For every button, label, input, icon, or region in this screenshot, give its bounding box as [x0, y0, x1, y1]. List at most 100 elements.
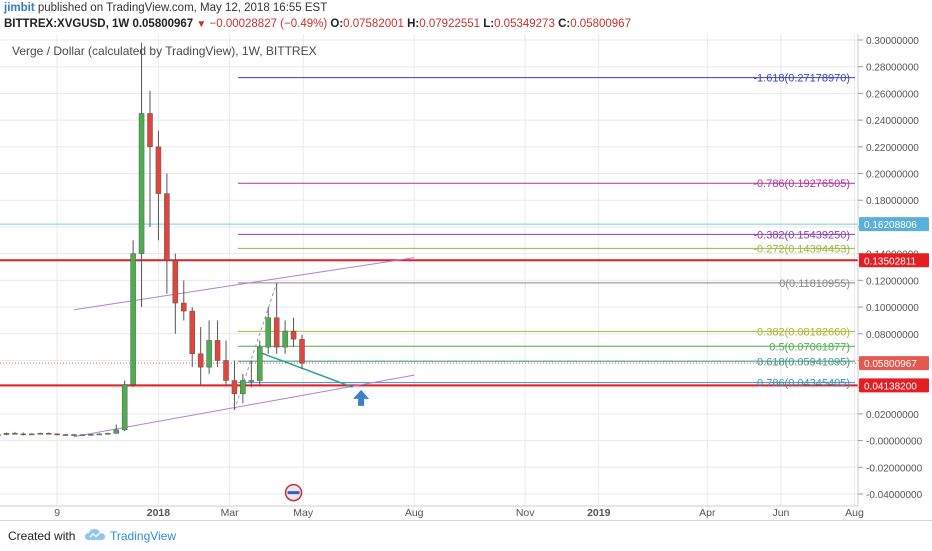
y-tick-label: 0.22000000	[866, 143, 919, 154]
candle-body	[71, 434, 77, 436]
low-value: 0.05349273	[494, 18, 555, 30]
fib-level-label: 0.618(0.05941095)	[757, 356, 850, 368]
price-label-bg	[859, 356, 929, 371]
chart-pane[interactable]	[0, 34, 858, 520]
price-label-text: 0.16208806	[864, 220, 917, 231]
candle-body	[265, 317, 271, 348]
price-label-bg	[859, 253, 929, 268]
candle-body	[79, 434, 86, 436]
tradingview-brand[interactable]: TradingView	[110, 529, 177, 543]
tradingview-cloud-icon	[85, 529, 105, 540]
y-tick-label: 0.28000000	[866, 63, 919, 74]
chart-title: Verge / Dollar (calculated by TradingVie…	[12, 44, 317, 58]
fib-level-label: 0.5(0.07061877)	[769, 341, 850, 353]
candle-body	[147, 113, 153, 148]
price-axis-labels: 0.16208806 0.13502811 0.04138200 0.05800967	[859, 217, 929, 393]
annotations	[284, 389, 370, 502]
x-tick-label: 2019	[587, 507, 611, 519]
price-label-bg	[859, 378, 929, 393]
candle-body	[138, 113, 145, 254]
candle-body	[88, 434, 94, 436]
price-chart[interactable]: -1.618(0.27178970) -0.786(0.19276505) -0.3…	[0, 34, 932, 520]
x-tick-label: Apr	[699, 507, 716, 519]
price-label-bg	[859, 217, 929, 232]
candle-body	[172, 260, 179, 304]
channel-lower-line	[73, 374, 415, 438]
x-tick-label: Jun	[772, 507, 789, 519]
open-value: 0.07582001	[343, 18, 404, 30]
y-tick-label: 0.12000000	[866, 276, 919, 287]
footer: Created with TradingView	[0, 520, 932, 551]
candle-body	[54, 433, 60, 436]
horizontal-levels	[0, 223, 858, 387]
candle-body	[164, 193, 170, 261]
candle-body	[231, 380, 238, 395]
x-tick-label: 9	[54, 507, 60, 519]
candle-body	[290, 330, 297, 340]
y-tick-label: 0.24000000	[866, 116, 919, 127]
x-tick-label: Nov	[516, 507, 535, 519]
high-label: H:	[407, 18, 420, 30]
candle-body	[197, 353, 204, 368]
candle-body	[223, 360, 229, 381]
symbol-line: BITTREX:XVGUSD, 1W 0.05800967 ▼ −0.00028…	[4, 18, 631, 30]
down-arrow-icon: ▼	[196, 19, 207, 30]
symbol-name: BITTREX:XVGUSD, 1W	[4, 18, 130, 30]
candle-body	[96, 433, 103, 436]
chart-header: jimbit published on TradingView.com, May…	[0, 0, 932, 34]
author-link[interactable]: jimbit	[4, 2, 35, 14]
candle-body	[45, 432, 52, 435]
created-with-label: Created with	[8, 529, 76, 543]
y-tick-label: -0.02000000	[866, 463, 923, 474]
x-tick-label: Aug	[845, 507, 864, 519]
x-tick-label: Mar	[221, 507, 240, 519]
candle-body	[113, 429, 119, 434]
candle-body	[62, 434, 69, 436]
x-tick-label: May	[293, 507, 314, 519]
y-tick-label: 0.02000000	[866, 410, 919, 421]
candle-body	[282, 330, 288, 348]
candle-body	[206, 340, 212, 368]
fib-level-label: -0.382(0.15439250)	[753, 229, 850, 241]
fib-trend-dashed	[233, 282, 278, 411]
fibonacci-extension: -1.618(0.27178970) -0.786(0.19276505) -0.3…	[238, 73, 855, 390]
fib-level-label: -0.786(0.19276505)	[753, 178, 850, 190]
fib-level-label: -1.618(0.27178970)	[753, 73, 850, 85]
candle-body	[37, 432, 43, 435]
close-value: 0.05800967	[570, 18, 631, 30]
high-value: 0.07922551	[419, 18, 481, 30]
low-label: L:	[483, 18, 495, 30]
price-label-text: 0.04138200	[864, 381, 917, 392]
price-change: −0.00028827 (−0.49%)	[209, 18, 328, 30]
trend-line	[259, 351, 353, 388]
fib-level-label: 0.382(0.08182660)	[757, 326, 850, 338]
candle-body	[155, 146, 162, 194]
fib-level-label: -0.272(0.14394453)	[753, 243, 850, 255]
price-axis-ticks: 0.30000000 0.28000000 0.26000000 0.24000000…	[858, 36, 923, 501]
x-tick-label: 2018	[147, 507, 171, 519]
fib-level-label: 0.786(0.04345405)	[757, 378, 850, 390]
candle-body	[248, 380, 255, 382]
candle-body	[3, 432, 10, 435]
y-tick-label: -0.04000000	[866, 490, 923, 501]
price-axis[interactable]	[858, 34, 932, 520]
candle-body	[214, 340, 221, 361]
candlesticks	[0, 42, 305, 436]
up-arrow-icon	[353, 389, 370, 406]
last-price: 0.05800967	[132, 18, 194, 30]
candle-body	[12, 432, 18, 435]
y-tick-label: 0.08000000	[866, 330, 919, 341]
candle-body	[189, 310, 195, 355]
published-line: jimbit published on TradingView.com, May…	[4, 2, 327, 14]
y-tick-label: 0.10000000	[866, 303, 919, 314]
candle-body	[29, 433, 35, 436]
candle-body	[121, 384, 128, 431]
candle-body	[181, 302, 187, 312]
candle-body	[257, 346, 263, 381]
time-axis: 9 2018 Mar May Aug Nov 2019 Apr Jun Aug	[54, 507, 864, 519]
candle-body	[273, 317, 280, 348]
price-label-text: 0.13502811	[864, 256, 917, 267]
candle-body	[299, 339, 305, 364]
y-tick-label: 0.20000000	[866, 170, 919, 181]
candle-body	[130, 253, 136, 385]
